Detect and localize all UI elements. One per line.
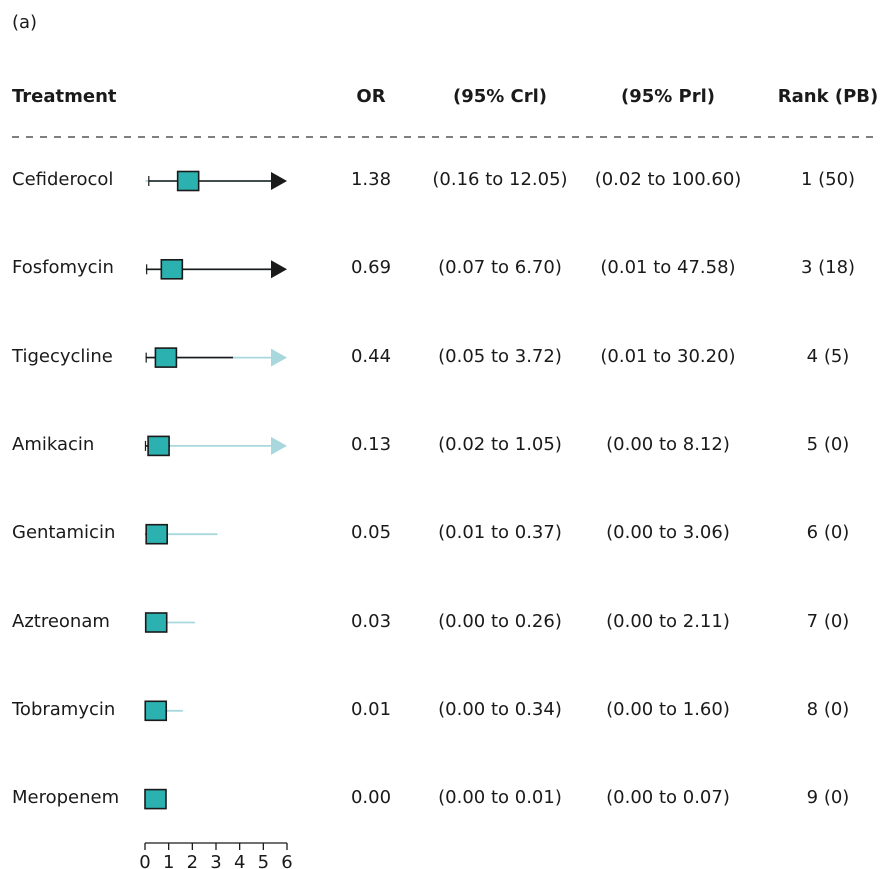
treatment-label: Tigecycline — [12, 345, 113, 367]
prl-interval: (0.01 to 30.20) — [600, 345, 736, 367]
rank-value: 3 (18) — [800, 257, 856, 279]
rank-value: 6 (0) — [806, 522, 850, 544]
or-value: 1.38 — [350, 169, 392, 190]
or-value: 0.05 — [350, 522, 392, 544]
prl-interval: (0.00 to 8.12) — [606, 433, 730, 455]
prl-interval: (0.01 to 47.58) — [600, 257, 736, 279]
odds-ratio-marker — [176, 170, 200, 192]
rank-value: 5 (0) — [806, 433, 850, 455]
credible-interval-arrow — [271, 260, 287, 279]
crl-interval: (0.05 to 3.72) — [438, 345, 562, 367]
header-or: OR — [356, 86, 386, 107]
crl-interval: (0.01 to 0.37) — [438, 522, 562, 544]
credible-interval-arrow — [271, 172, 287, 190]
or-value: 0.00 — [350, 787, 392, 809]
crl-interval: (0.00 to 0.01) — [438, 787, 562, 809]
x-tick-label: 4 — [234, 852, 245, 869]
x-tick-label: 6 — [281, 852, 292, 869]
or-value: 0.13 — [350, 433, 392, 455]
x-tick-label: 5 — [258, 852, 269, 869]
crl-interval: (0.16 to 12.05) — [432, 169, 568, 190]
or-value: 0.01 — [350, 698, 392, 720]
header-treatment: Treatment — [12, 86, 117, 107]
x-tick-label: 3 — [210, 852, 221, 869]
or-value: 0.44 — [350, 345, 392, 367]
crl-interval: (0.07 to 6.70) — [438, 257, 562, 279]
or-value: 0.69 — [350, 257, 392, 279]
crl-interval: (0.00 to 0.26) — [438, 610, 562, 632]
treatment-label: Gentamicin — [12, 522, 116, 544]
header-prl: (95% Prl) — [620, 86, 716, 107]
prl-interval: (0.00 to 1.60) — [606, 698, 730, 720]
header-rank: Rank (PB) — [777, 86, 879, 107]
prl-interval: (0.00 to 0.07) — [606, 787, 730, 809]
treatment-label: Amikacin — [12, 433, 95, 455]
treatment-label: Aztreonam — [12, 610, 110, 632]
odds-ratio-marker — [147, 435, 170, 457]
header-crl: (95% Crl) — [452, 86, 548, 107]
odds-ratio-marker — [144, 700, 168, 722]
treatment-label: Cefiderocol — [12, 169, 114, 190]
prediction-interval-arrow — [271, 436, 287, 455]
odds-ratio-marker — [160, 258, 184, 280]
treatment-label: Meropenem — [12, 787, 120, 809]
prl-interval: (0.00 to 3.06) — [606, 522, 730, 544]
rank-value: 7 (0) — [806, 610, 850, 632]
treatment-label: Tobramycin — [12, 698, 116, 720]
crl-interval: (0.00 to 0.34) — [438, 698, 562, 720]
x-tick-label: 0 — [139, 852, 150, 869]
or-value: 0.03 — [350, 610, 392, 632]
prl-interval: (0.00 to 2.11) — [606, 610, 730, 632]
odds-ratio-marker — [145, 523, 168, 545]
prediction-interval-arrow — [271, 348, 287, 367]
odds-ratio-marker — [154, 347, 178, 368]
rank-value: 1 (50) — [800, 169, 856, 190]
x-tick-label: 1 — [163, 852, 174, 869]
rank-value: 9 (0) — [806, 787, 850, 809]
rank-value: 8 (0) — [806, 698, 850, 720]
panel-label: (a) — [12, 12, 38, 33]
treatment-label: Fosfomycin — [12, 257, 114, 279]
odds-ratio-marker — [144, 788, 167, 810]
odds-ratio-marker — [144, 612, 168, 633]
rank-value: 4 (5) — [806, 345, 850, 367]
crl-interval: (0.02 to 1.05) — [438, 433, 562, 455]
prl-interval: (0.02 to 100.60) — [594, 169, 742, 190]
x-tick-label: 2 — [187, 852, 198, 869]
